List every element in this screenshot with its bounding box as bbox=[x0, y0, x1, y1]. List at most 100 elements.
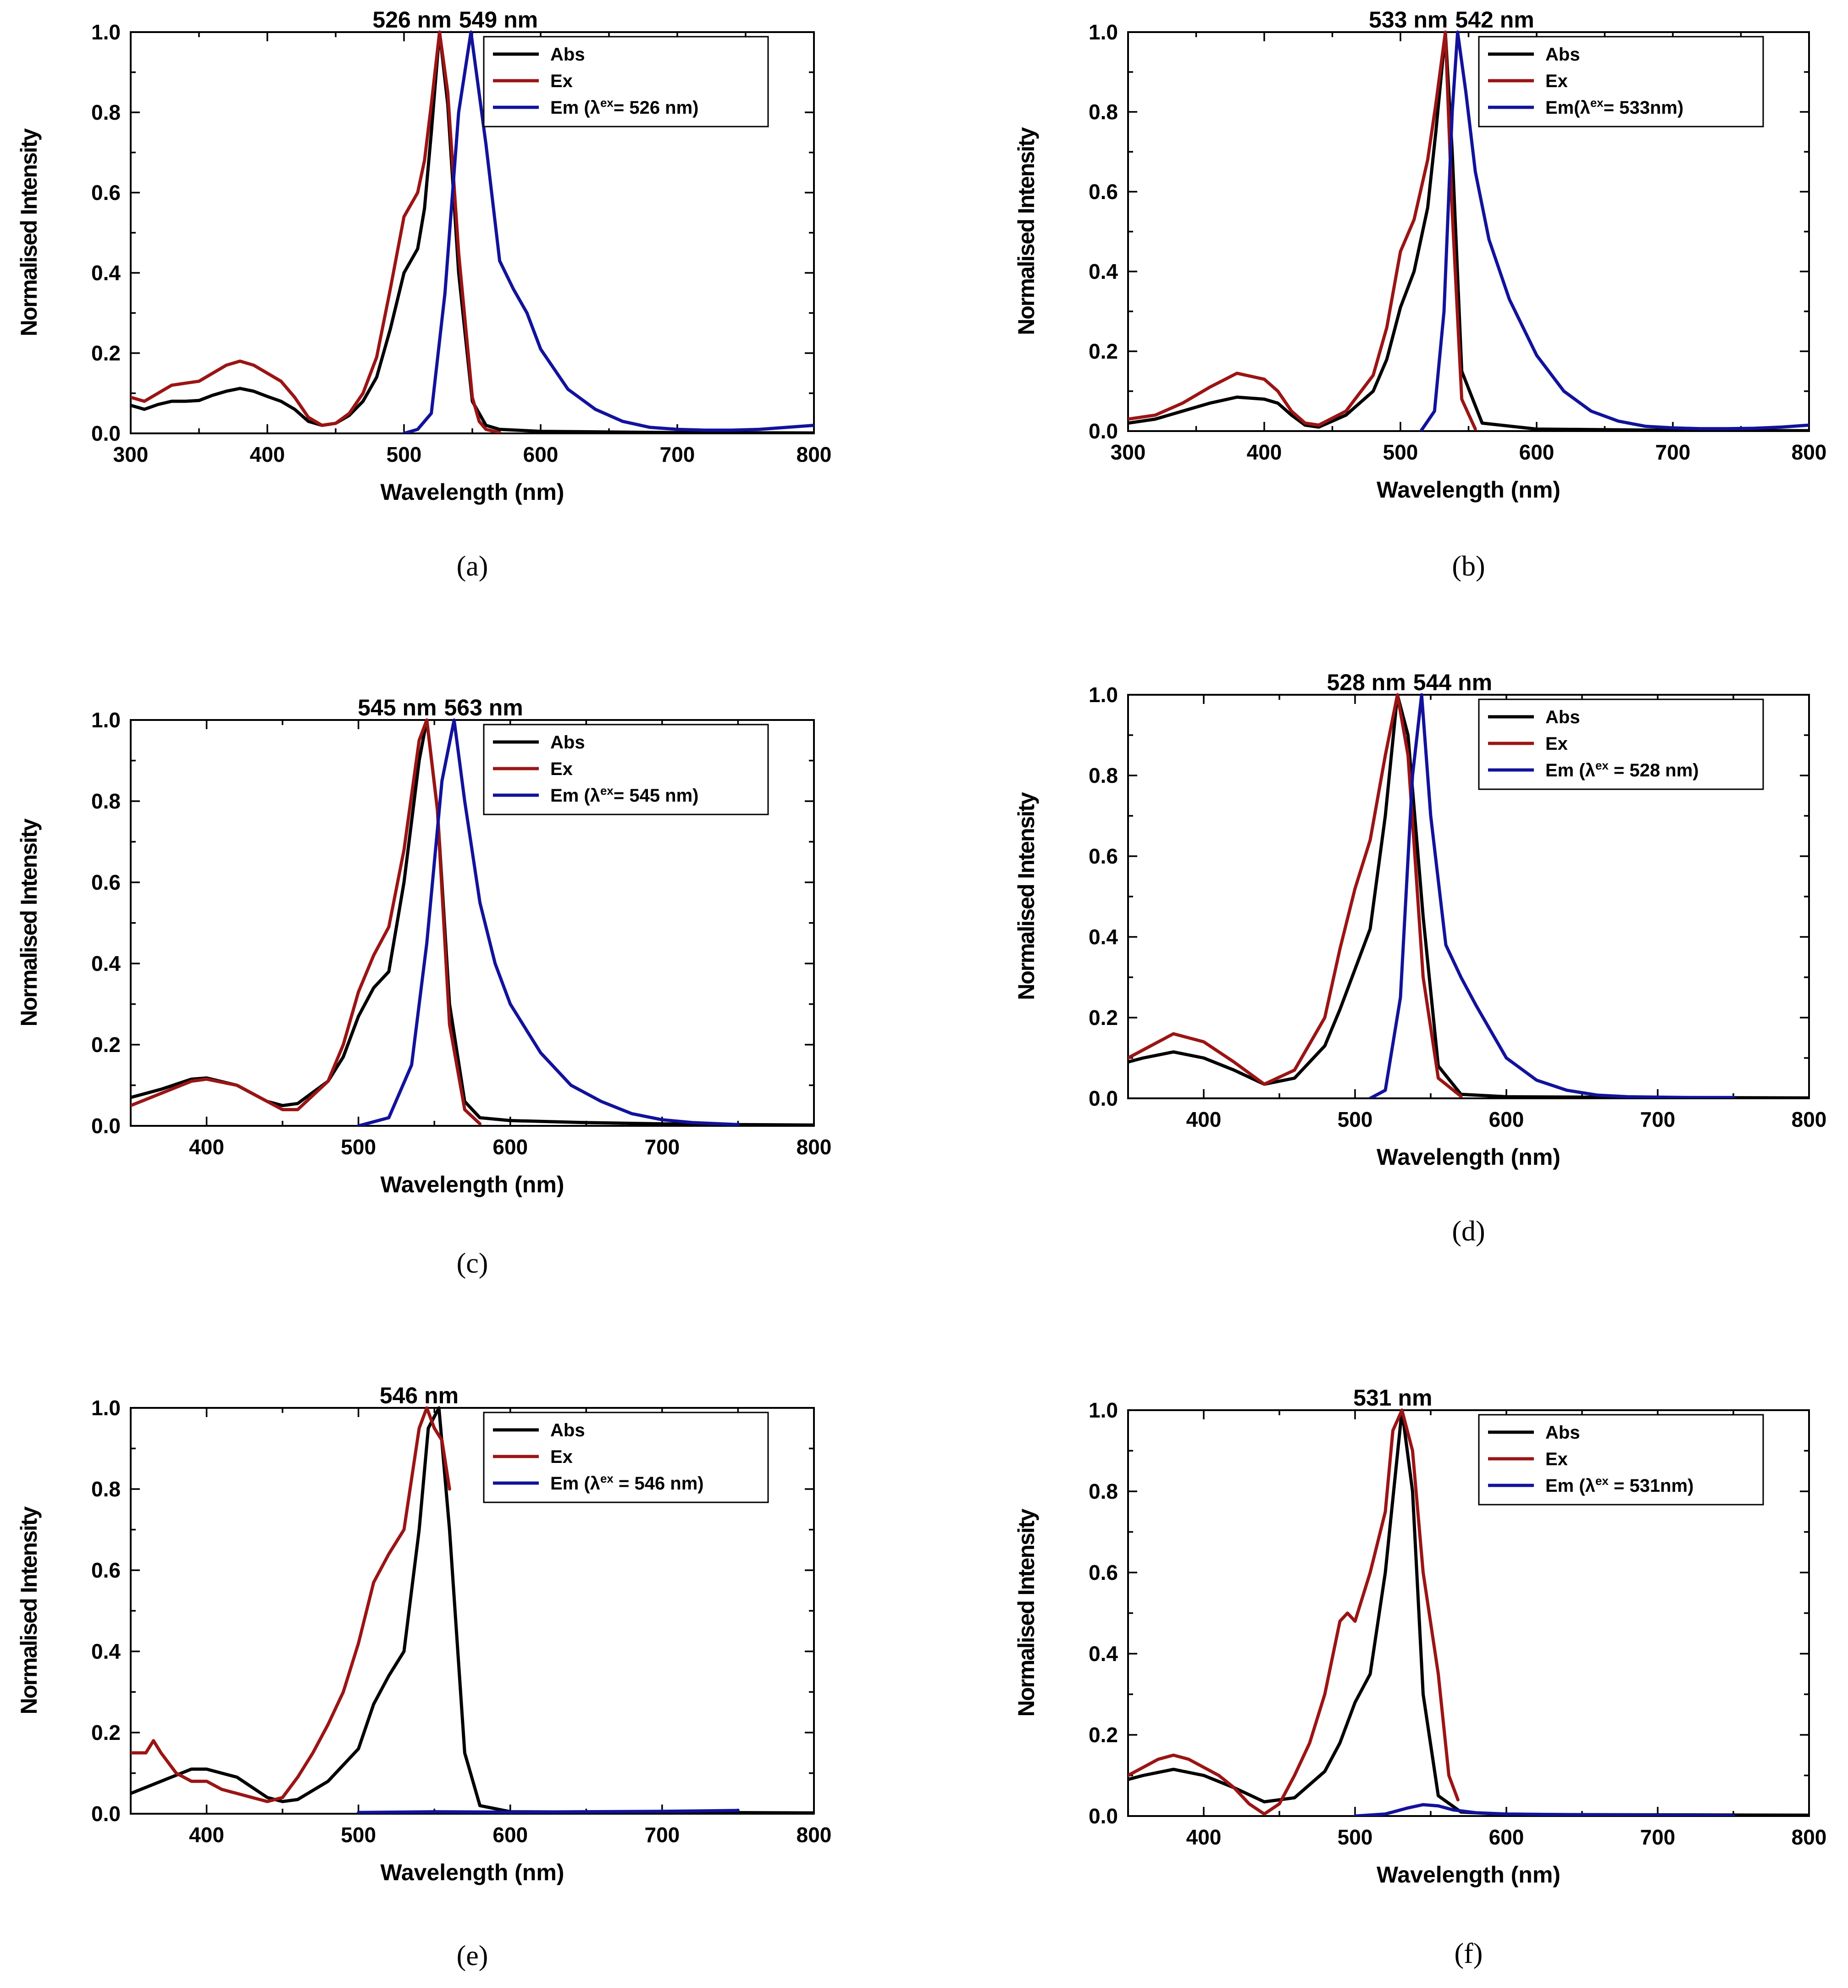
panel-f-peak-annotation: 531 nm bbox=[1353, 1385, 1432, 1411]
panel-b-x-tick-label: 700 bbox=[1655, 440, 1691, 464]
panel-c-legend: Abs Ex Em (λex= 545 nm) bbox=[483, 724, 769, 815]
panel-d-peak-annotation: 528 nm bbox=[1327, 670, 1405, 695]
panel-d-y-tick-label: 0.8 bbox=[1089, 764, 1118, 787]
panel-e-y-tick-label: 0.0 bbox=[91, 1802, 121, 1826]
panel-e-x-tick-label: 600 bbox=[492, 1823, 528, 1847]
panel-b-peak-annotation: 533 nm bbox=[1369, 7, 1448, 33]
panel-c-x-tick-label: 600 bbox=[492, 1135, 528, 1159]
panel-a-y-tick-label: 0.2 bbox=[91, 341, 121, 365]
panel-c-series-em-line bbox=[357, 718, 740, 1126]
panel-d-x-tick-label: 500 bbox=[1338, 1108, 1373, 1131]
panel-d-series-ex-line bbox=[1128, 693, 1463, 1098]
panel-d-x-tick-label: 800 bbox=[1792, 1108, 1827, 1131]
panel-e-legend-label: Ex bbox=[550, 1447, 573, 1467]
panel-f-legend-label: Ex bbox=[1545, 1449, 1568, 1469]
panel-e-y-tick-label: 0.2 bbox=[91, 1721, 121, 1744]
panel-d-x-tick-label: 700 bbox=[1640, 1108, 1676, 1131]
panel-c-x-tick-label: 500 bbox=[341, 1135, 376, 1159]
panel-d-legend: Abs Ex Em (λex = 528 nm) bbox=[1478, 698, 1764, 790]
panel-b-y-axis-title: Normalised Intensity bbox=[1013, 127, 1039, 335]
panel-f-legend-label: Abs bbox=[1545, 1423, 1580, 1443]
panel-a-x-tick-label: 800 bbox=[797, 443, 832, 466]
panel-c-y-tick-label: 0.4 bbox=[91, 952, 121, 975]
panel-f-x-tick-label: 600 bbox=[1489, 1825, 1524, 1849]
panel-b-x-axis-title: Wavelength (nm) bbox=[1377, 477, 1560, 503]
panel-f-series-ex-line bbox=[1128, 1408, 1460, 1816]
panel-d-y-tick-label: 0.0 bbox=[1089, 1086, 1118, 1110]
panel-e-x-tick-label: 700 bbox=[645, 1823, 680, 1847]
panel-a-series-em-line bbox=[402, 30, 814, 433]
panel-b-x-tick-label: 400 bbox=[1247, 440, 1282, 464]
panel-b-legend-label: Em(λex= 533nm) bbox=[1545, 96, 1683, 118]
panel-c-y-tick-label: 0.2 bbox=[91, 1033, 121, 1057]
panel-b-y-tick-label: 0.6 bbox=[1089, 180, 1118, 204]
panel-d-legend-label: Ex bbox=[1545, 734, 1568, 754]
panel-b-legend-label: Ex bbox=[1545, 71, 1568, 91]
panel-a-x-tick-label: 400 bbox=[250, 443, 285, 466]
panel-d-x-tick-label: 400 bbox=[1186, 1108, 1222, 1131]
panel-c-label: (c) bbox=[457, 1248, 488, 1279]
panel-d-series-abs-line bbox=[1128, 693, 1809, 1098]
panel-e-x-tick-label: 400 bbox=[189, 1823, 224, 1847]
panel-b-series-em-line bbox=[1419, 30, 1809, 431]
panel-a-x-tick-label: 600 bbox=[523, 443, 559, 466]
panel-a-legend-label: Ex bbox=[550, 71, 573, 91]
panel-c-legend-label: Abs bbox=[550, 732, 585, 753]
panel-e-series-em-line bbox=[357, 1809, 740, 1814]
panel-b-peak-annotation: 542 nm bbox=[1455, 7, 1534, 33]
panel-a-peak-annotation: 549 nm bbox=[459, 7, 538, 33]
panel-f-x-tick-label: 500 bbox=[1338, 1825, 1373, 1849]
panel-f-y-tick-label: 0.2 bbox=[1089, 1723, 1118, 1747]
panel-c-peak-annotation: 545 nm bbox=[358, 695, 437, 720]
panel-c-x-tick-label: 700 bbox=[645, 1135, 680, 1159]
panel-a-x-tick-label: 700 bbox=[660, 443, 695, 466]
panel-f-series-em-line bbox=[1353, 1803, 1735, 1816]
panel-b: 300 400 500 600 700 800 0.0 0.2 0.4 0.6 0.8 1.0 Wave… bbox=[1013, 7, 1826, 582]
panel-f-x-tick-label: 700 bbox=[1640, 1825, 1676, 1849]
panel-e-y-tick-label: 0.4 bbox=[91, 1639, 121, 1663]
panel-c-y-tick-label: 1.0 bbox=[91, 708, 121, 732]
panel-e-y-tick-label: 1.0 bbox=[91, 1396, 121, 1420]
panel-e-x-tick-label: 500 bbox=[341, 1823, 376, 1847]
panel-f-y-tick-label: 0.6 bbox=[1089, 1561, 1118, 1584]
panel-a-peak-annotation: 526 nm bbox=[372, 7, 451, 33]
panel-e-x-tick-label: 800 bbox=[797, 1823, 832, 1847]
panel-b-series-ex-line bbox=[1128, 30, 1477, 431]
panel-f-y-tick-label: 0.8 bbox=[1089, 1479, 1118, 1503]
panel-a-x-axis-title: Wavelength (nm) bbox=[381, 479, 564, 505]
panel-a-legend-label: Em (λex= 526 nm) bbox=[550, 96, 699, 118]
panel-d-y-tick-label: 0.4 bbox=[1089, 925, 1118, 949]
panel-e-peak-annotation: 546 nm bbox=[380, 1383, 459, 1408]
panel-b-series-abs-line bbox=[1128, 30, 1809, 431]
panel-f-legend: Abs Ex Em (λex = 531nm) bbox=[1478, 1414, 1764, 1506]
panel-f-label: (f) bbox=[1455, 1938, 1483, 1969]
panel-e-series-abs-line bbox=[131, 1406, 814, 1814]
panel-f-y-tick-label: 0.0 bbox=[1089, 1804, 1118, 1828]
panel-b-x-tick-label: 800 bbox=[1792, 440, 1827, 464]
panel-a-legend: Abs Ex Em (λex= 526 nm) bbox=[483, 36, 769, 127]
panel-e-legend-label: Em (λex = 546 nm) bbox=[550, 1472, 704, 1494]
panel-c-y-axis-title: Normalised Intensity bbox=[16, 818, 42, 1026]
panel-b-y-tick-label: 0.0 bbox=[1089, 419, 1118, 443]
panel-c-series-ex-line bbox=[131, 718, 482, 1126]
panel-e-legend: Abs Ex Em (λex = 546 nm) bbox=[483, 1412, 769, 1503]
panel-c-y-tick-label: 0.6 bbox=[91, 870, 121, 894]
panel-b-label: (b) bbox=[1452, 551, 1485, 582]
panel-b-x-tick-label: 300 bbox=[1111, 440, 1146, 464]
panel-b-y-tick-label: 0.8 bbox=[1089, 100, 1118, 124]
panel-e-series-ex-line bbox=[131, 1406, 451, 1803]
panel-c: 400 500 600 700 800 0.0 0.2 0.4 0.6 0.8 1.0 Wavelen… bbox=[16, 695, 831, 1279]
panel-f-legend-label: Em (λex = 531nm) bbox=[1545, 1474, 1694, 1496]
panel-e-legend-label: Abs bbox=[550, 1420, 585, 1440]
panel-f-y-tick-label: 1.0 bbox=[1089, 1398, 1118, 1422]
panel-a-label: (a) bbox=[457, 551, 488, 582]
panel-d-peak-annotation: 544 nm bbox=[1413, 670, 1492, 695]
panel-b-x-tick-label: 600 bbox=[1519, 440, 1555, 464]
panel-c-x-axis-title: Wavelength (nm) bbox=[381, 1172, 564, 1197]
panel-f-series-abs-line bbox=[1128, 1408, 1809, 1816]
panel-d-legend-label: Em (λex = 528 nm) bbox=[1545, 759, 1699, 781]
panel-a-y-tick-label: 1.0 bbox=[91, 20, 121, 44]
panel-c-y-tick-label: 0.8 bbox=[91, 789, 121, 813]
panel-c-peak-annotation: 563 nm bbox=[444, 695, 523, 720]
